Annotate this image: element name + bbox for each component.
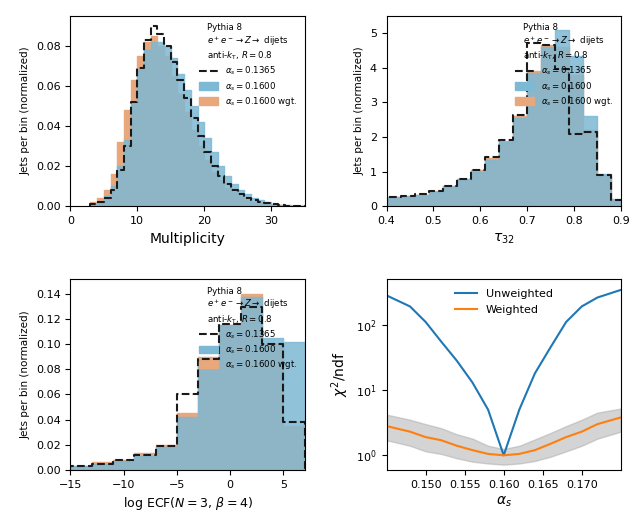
Legend: $\alpha_s = 0.1365$, $\alpha_s = 0.1600$, $\alpha_s = 0.1600$ wgt.: $\alpha_s = 0.1365$, $\alpha_s = 0.1600$… (195, 283, 300, 375)
Weighted (500, 452, 508, 458)
Unweighted (453, 358, 461, 364)
Legend: Unweighted, Weighted: Unweighted, Weighted (450, 284, 557, 319)
Unweighted (500, 452, 508, 458)
X-axis label: $\tau_{32}$: $\tau_{32}$ (493, 232, 515, 246)
X-axis label: Multiplicity: Multiplicity (150, 232, 225, 246)
Weighted (406, 429, 414, 435)
Weighted (383, 423, 390, 429)
Weighted (422, 434, 429, 440)
Y-axis label: Jets per bin (normalized): Jets per bin (normalized) (354, 47, 364, 175)
Weighted (515, 451, 523, 457)
Y-axis label: $\chi^2/\mathrm{ndf}$: $\chi^2/\mathrm{ndf}$ (329, 352, 351, 397)
Y-axis label: Jets per bin (normalized): Jets per bin (normalized) (20, 47, 30, 175)
Unweighted (593, 294, 601, 301)
Y-axis label: Jets per bin (normalized): Jets per bin (normalized) (20, 310, 30, 438)
Weighted (593, 421, 601, 428)
Legend: $\alpha_s = 0.1365$, $\alpha_s = 0.1600$, $\alpha_s = 0.1600$ wgt.: $\alpha_s = 0.1365$, $\alpha_s = 0.1600$… (511, 20, 616, 112)
X-axis label: $\log\,\mathrm{ECF}(N=3,\,\beta=4)$: $\log\,\mathrm{ECF}(N=3,\,\beta=4)$ (122, 495, 253, 512)
Unweighted (547, 344, 554, 350)
Line: Unweighted: Unweighted (387, 290, 621, 455)
Weighted (578, 429, 586, 435)
Unweighted (437, 338, 445, 345)
Unweighted (468, 379, 476, 386)
Weighted (437, 437, 445, 443)
Weighted (531, 447, 539, 453)
Unweighted (406, 303, 414, 310)
Weighted (484, 451, 492, 457)
Unweighted (515, 407, 523, 413)
X-axis label: $\alpha_s$: $\alpha_s$ (496, 495, 512, 509)
Weighted (453, 443, 461, 449)
Weighted (468, 447, 476, 453)
Weighted (547, 441, 554, 447)
Unweighted (531, 370, 539, 376)
Unweighted (617, 287, 625, 293)
Unweighted (383, 292, 390, 299)
Unweighted (484, 407, 492, 413)
Line: Weighted: Weighted (387, 418, 621, 455)
Unweighted (578, 303, 586, 310)
Unweighted (563, 319, 570, 325)
Legend: $\alpha_s = 0.1365$, $\alpha_s = 0.1600$, $\alpha_s = 0.1600$ wgt.: $\alpha_s = 0.1365$, $\alpha_s = 0.1600$… (195, 20, 300, 112)
Unweighted (422, 319, 429, 325)
Weighted (617, 414, 625, 421)
Weighted (563, 434, 570, 440)
